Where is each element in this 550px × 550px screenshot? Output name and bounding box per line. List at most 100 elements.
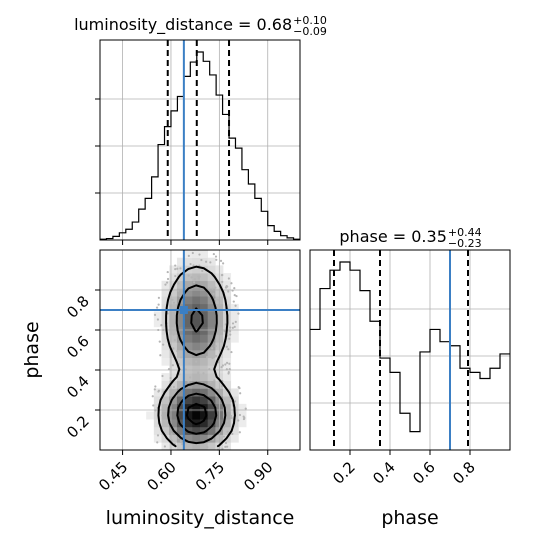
sample-point	[226, 430, 229, 433]
panel-title-text: phase = 0.35	[339, 227, 446, 246]
density-cell	[200, 250, 208, 258]
contour-line	[157, 265, 236, 448]
density-cell	[161, 434, 170, 443]
panel-title-upper-error: +0.10	[293, 14, 327, 27]
density-cell	[192, 319, 201, 328]
density-cell	[223, 357, 232, 366]
sample-point	[227, 372, 230, 375]
density-cell	[238, 411, 247, 420]
density-cell	[207, 388, 216, 397]
density-cell	[207, 273, 216, 282]
density-cell	[184, 326, 193, 335]
density-cell	[200, 434, 208, 443]
density-cell	[223, 350, 232, 358]
sample-point	[187, 274, 190, 277]
density-cell	[169, 319, 178, 328]
density-cell	[200, 288, 208, 297]
density-cell	[153, 319, 162, 328]
density-cell	[169, 388, 178, 397]
density-cell	[223, 419, 232, 428]
density-cell	[169, 326, 178, 335]
density-cell	[223, 380, 232, 389]
density-cell	[207, 257, 216, 266]
sample-point	[173, 307, 176, 310]
density-cell	[184, 296, 193, 305]
density-cell	[184, 311, 193, 320]
sample-point	[160, 323, 163, 327]
density-cell	[184, 396, 193, 405]
sample-point	[233, 294, 236, 297]
density-cell	[230, 311, 239, 320]
density-cell	[200, 326, 208, 335]
density-cell	[230, 426, 239, 435]
y-tick-label: 0.4	[63, 372, 93, 402]
density-cell	[184, 280, 193, 289]
sample-point	[196, 371, 200, 374]
density-cell	[176, 350, 185, 358]
sample-point	[161, 374, 164, 378]
sample-point	[232, 300, 235, 303]
density-cell	[184, 250, 193, 258]
sample-point	[172, 333, 175, 336]
sample-point	[221, 364, 225, 367]
x-tick-label: 0.4	[369, 458, 399, 488]
density-cell	[192, 426, 201, 435]
density-cell	[192, 373, 201, 382]
density-cell	[207, 403, 216, 412]
sample-point	[227, 290, 230, 293]
density-cell	[184, 411, 193, 420]
sample-point	[229, 333, 232, 336]
density-cell	[176, 442, 185, 451]
sample-point	[238, 431, 241, 434]
y-tick-label: 0.2	[63, 412, 93, 442]
x-tick-label: 0.45	[95, 458, 131, 494]
sample-point	[187, 254, 190, 257]
density-cell	[176, 411, 185, 420]
density-cell	[184, 373, 193, 382]
density-cell	[184, 273, 193, 282]
density-cell	[161, 380, 170, 389]
density-cell	[200, 357, 208, 366]
sample-point	[234, 304, 237, 307]
density-cell	[176, 280, 185, 289]
density-cell	[161, 357, 170, 366]
density-cell	[192, 411, 201, 420]
density-cell	[223, 373, 232, 382]
sample-point	[163, 445, 167, 448]
sample-point	[192, 281, 196, 284]
density-cell	[169, 334, 178, 343]
sample-point	[172, 347, 175, 350]
y-axis-label-phase: phase	[21, 321, 43, 378]
sample-point	[211, 287, 214, 290]
sample-point	[179, 356, 183, 359]
sample-point	[233, 325, 236, 328]
density-cell	[192, 273, 201, 282]
density-cell	[184, 365, 193, 374]
sample-point	[156, 441, 159, 444]
density-cell	[192, 442, 201, 451]
sample-point	[229, 326, 232, 329]
density-cell	[176, 396, 185, 405]
sample-point	[220, 330, 223, 333]
sample-point	[197, 377, 200, 381]
sample-point	[212, 252, 215, 256]
density-cell	[200, 396, 208, 405]
sample-point	[155, 306, 159, 309]
density-cell	[161, 403, 170, 412]
density-cell	[161, 350, 170, 358]
density-cell	[161, 426, 170, 435]
sample-point	[184, 442, 187, 445]
sample-point	[197, 275, 200, 278]
sample-point	[198, 253, 201, 256]
density-cell	[169, 396, 178, 405]
density-cell	[230, 303, 239, 312]
sample-point	[214, 286, 217, 289]
frame-layer	[95, 39, 511, 455]
density-cell	[200, 373, 208, 382]
density-cell	[184, 257, 193, 266]
sample-point	[226, 423, 230, 427]
density-cell	[169, 342, 178, 351]
sample-point	[229, 414, 233, 418]
sample-point	[228, 337, 231, 340]
density-cell	[200, 442, 208, 451]
